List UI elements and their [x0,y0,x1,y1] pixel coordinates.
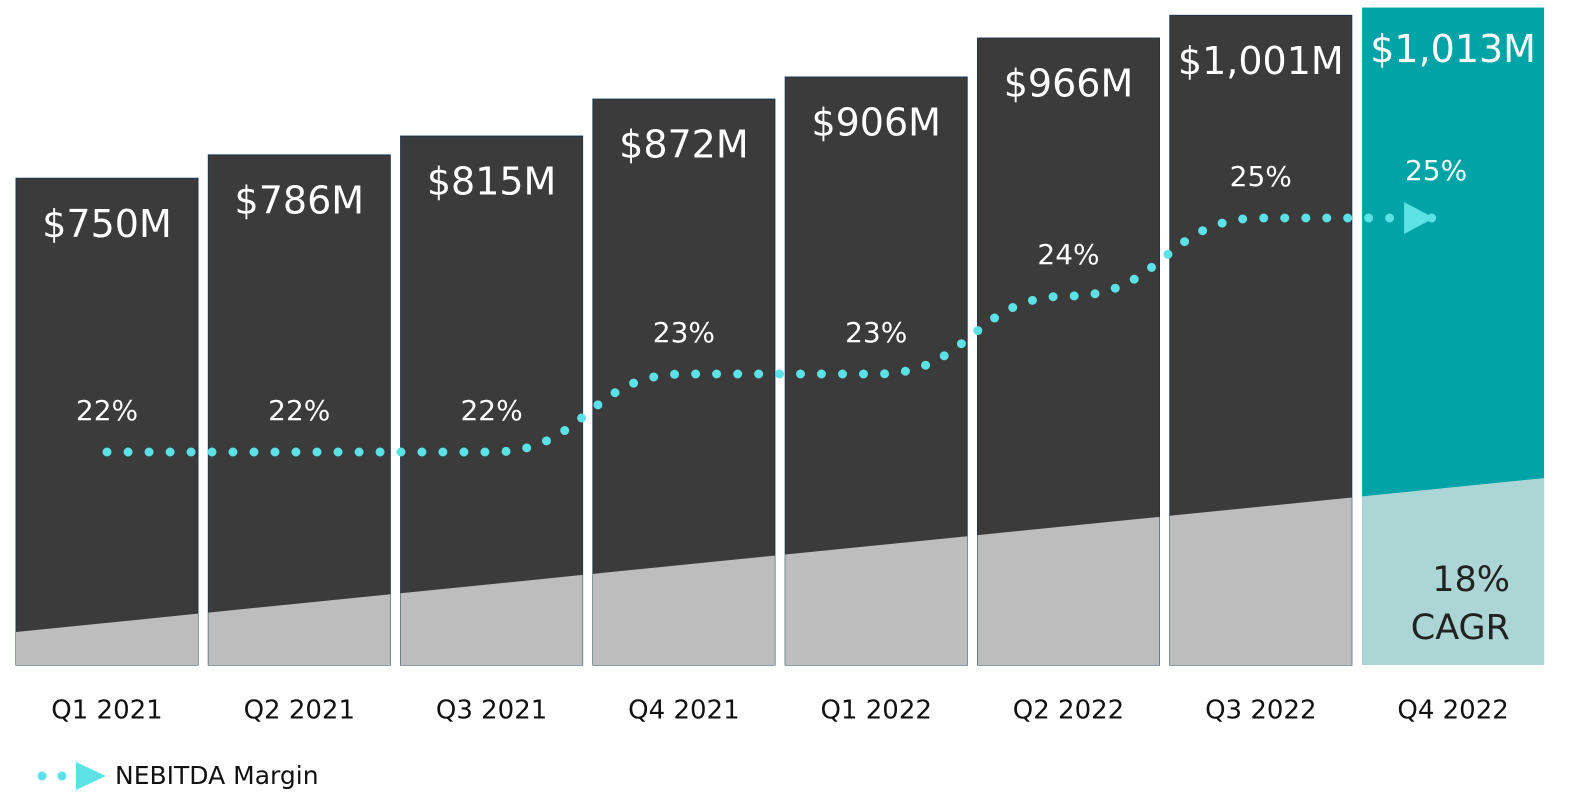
bar-value-label: $906M [811,101,941,145]
legend-dot [37,771,47,781]
bar-value-label: $750M [42,202,172,246]
bar [400,135,584,666]
margin-label: 23% [653,316,715,349]
bar [15,177,199,666]
margin-label: 25% [1405,154,1467,187]
bar-base [1169,497,1352,665]
bar [207,154,391,666]
x-tick-label: Q1 2021 [51,696,162,726]
x-tick-label: Q1 2022 [820,696,931,726]
bar-base [592,555,775,665]
margin-label: 22% [76,394,138,427]
margin-arrow [1404,202,1435,234]
x-tick-label: Q4 2021 [628,696,739,726]
margin-label: 24% [1037,238,1099,271]
bar-value-label: $966M [1004,62,1134,106]
x-tick-label: Q2 2021 [244,696,355,726]
bar-base [400,574,583,665]
bar-value-label: $872M [619,123,749,167]
bar-base [208,594,391,665]
bar-base [16,613,198,665]
bar-base [1362,478,1545,665]
margin-label: 25% [1230,160,1292,193]
margin-label: 23% [845,316,907,349]
bar-value-label: $815M [427,160,557,204]
bar-value-label: $786M [235,178,365,222]
legend-label: NEBITDA Margin [115,761,319,790]
legend-dot [57,771,67,781]
x-tick-label: Q3 2021 [436,696,547,726]
margin-label: 22% [460,394,522,427]
bar-base [977,516,1160,665]
x-tick-label: Q2 2022 [1013,696,1124,726]
bar-value-label: $1,013M [1370,27,1536,71]
x-tick-label: Q3 2022 [1205,696,1316,726]
margin-label: 22% [268,394,330,427]
annotation: 18% CAGR [1410,560,1510,648]
bar-value-label: $1,001M [1178,39,1344,83]
legend-arrow [76,762,106,790]
bar-base [785,536,968,665]
x-tick-label: Q4 2022 [1397,696,1508,726]
